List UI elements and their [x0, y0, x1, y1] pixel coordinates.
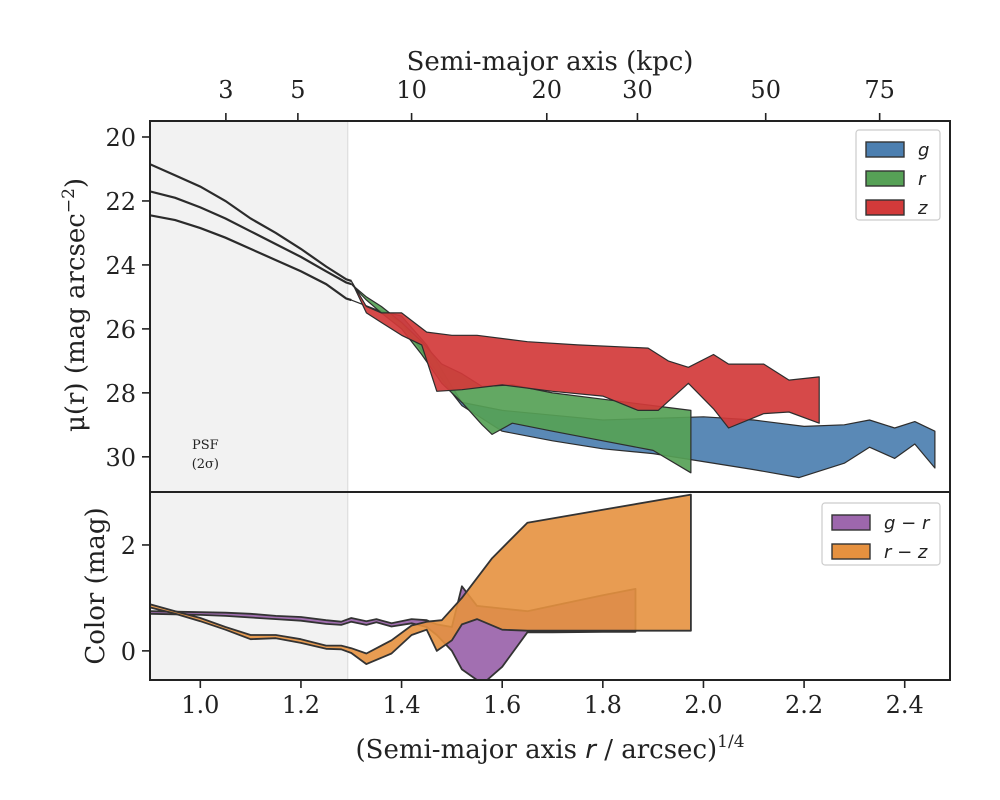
bottom-y-axis-label: Color (mag)	[81, 507, 111, 664]
top-y-tick-label: 28	[105, 380, 136, 408]
series-z-inner-profile	[150, 163, 352, 282]
top-legend-swatch	[865, 141, 905, 158]
bottom-x-tick-label: 1.6	[483, 691, 521, 719]
bottom-legend-label: g − r	[884, 513, 931, 534]
series-g-r-band	[150, 585, 637, 680]
series-g-inner-profile	[150, 214, 352, 302]
bottom-axes-frame	[149, 491, 951, 681]
series-r-inner-profile	[150, 190, 352, 286]
bottom-legend-swatch	[831, 543, 871, 560]
top-legend-label: g	[918, 140, 929, 161]
top-axis-label: Semi-major axis (kpc)	[407, 47, 694, 77]
psf-label: PSF	[192, 438, 219, 453]
top-kpc-tick-label: 30	[622, 76, 653, 104]
top-legend-swatch	[865, 170, 905, 187]
surface-brightness-panel: PSF (2σ) 20 22 24 26 28 30 3 5 10 20 30 50 75 grz	[105, 76, 951, 493]
color-profile-panel: 0 2 1.0 1.2 1.4 1.6 1.8 2.0 2.2 2.4 g − r r − z	[121, 491, 951, 719]
top-y-tick-label: 30	[105, 444, 136, 472]
top-y-axis-label: μ(r) (mag arcsec−2)	[59, 178, 91, 432]
series-r-z-band	[150, 493, 692, 665]
top-kpc-tick-label: 50	[750, 76, 781, 104]
bottom-series-group	[150, 493, 692, 680]
x-axis-label-mid: / arcsec)	[596, 735, 717, 765]
bottom-y-tick-label: 0	[121, 638, 136, 666]
bottom-x-tick-label: 1.2	[282, 691, 320, 719]
bottom-legend-label: r − z	[884, 542, 928, 563]
bottom-x-tick-label: 2.0	[684, 691, 722, 719]
top-kpc-tick-label: 3	[218, 76, 233, 104]
top-y-tick-label: 20	[105, 124, 136, 152]
top-kpc-tick-label: 10	[396, 76, 427, 104]
top-y-axis-label-main: μ(r) (mag arcsec	[61, 213, 91, 432]
series-z-band	[350, 280, 820, 429]
top-kpc-tick-label: 5	[290, 76, 305, 104]
top-kpc-tick-label: 20	[532, 76, 563, 104]
top-y-tick-label: 22	[105, 188, 136, 216]
psf-shade-top	[150, 121, 348, 492]
bottom-y-tick-label: 2	[121, 532, 136, 560]
top-y-axis-label-close: )	[61, 178, 91, 188]
bottom-x-axis-label: (Semi-major axis r / arcsec)1/4	[355, 732, 744, 765]
bottom-x-tick-label: 2.4	[886, 691, 924, 719]
top-y-tick-label: 24	[105, 252, 136, 280]
top-legend-label: z	[917, 198, 928, 219]
top-legend-swatch	[865, 199, 905, 216]
psf-shade-bottom	[150, 492, 348, 680]
top-legend-label: r	[918, 169, 927, 190]
bottom-legend-swatch	[831, 514, 871, 531]
top-y-tick-label: 26	[105, 316, 136, 344]
top-kpc-tick-label: 75	[864, 76, 895, 104]
bottom-x-tick-label: 2.2	[785, 691, 823, 719]
psf-sigma-label: (2σ)	[192, 457, 219, 472]
bottom-x-tick-label: 1.0	[181, 691, 219, 719]
bottom-x-tick-label: 1.8	[584, 691, 622, 719]
top-y-axis-label-exponent: −2	[59, 188, 79, 213]
x-axis-label-pre: (Semi-major axis	[355, 735, 585, 765]
x-axis-label-r: r	[585, 735, 598, 765]
top-series-group	[150, 163, 936, 479]
bottom-x-tick-label: 1.4	[382, 691, 420, 719]
x-axis-label-exponent: 1/4	[717, 732, 744, 752]
